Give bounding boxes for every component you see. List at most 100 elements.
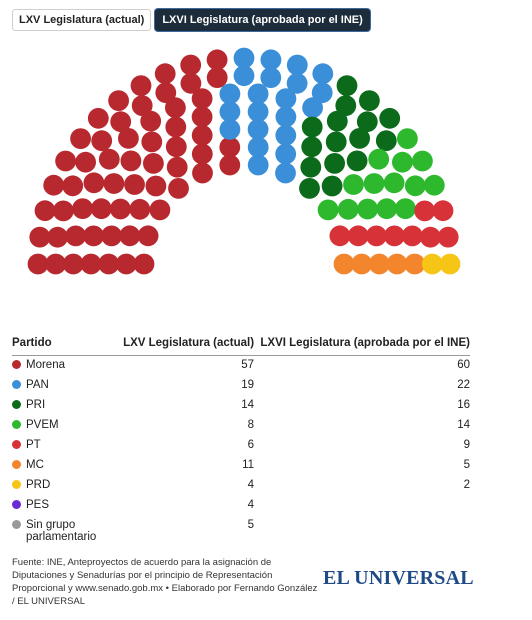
parliament-chart — [27, 47, 461, 275]
seat-morena — [117, 128, 139, 149]
party-color-dot — [12, 520, 21, 529]
seat-pan — [260, 49, 282, 71]
party-name: Sin grupo parlamentario — [26, 519, 97, 543]
seat-morena — [137, 225, 159, 247]
table-row: MC 11 5 — [12, 456, 470, 476]
seat-morena — [110, 198, 131, 220]
seat-morena — [141, 131, 163, 153]
seat-morena — [80, 253, 102, 275]
seat-morena — [191, 88, 213, 109]
seat-morena — [45, 253, 67, 275]
seat-morena — [166, 156, 188, 178]
current-seats: 5 — [247, 519, 255, 531]
seat-pvem — [357, 198, 378, 220]
seat-mc — [351, 253, 373, 275]
party-cell: Morena — [12, 356, 119, 377]
approved-seats: 2 — [463, 479, 470, 491]
seat-pan — [275, 143, 297, 165]
seat-pvem — [397, 128, 418, 149]
seat-morena — [55, 150, 76, 172]
seat-pt — [414, 200, 436, 222]
table-row: PT 6 9 — [12, 436, 470, 456]
seat-morena — [83, 172, 105, 194]
seat-pvem — [383, 172, 405, 194]
current-seats: 11 — [242, 459, 255, 471]
seat-pt — [401, 225, 423, 247]
seat-pt — [366, 225, 387, 247]
seat-pan — [219, 119, 241, 140]
seat-morena — [98, 148, 120, 170]
seat-morena — [90, 198, 112, 220]
seat-morena — [219, 154, 241, 176]
current-seats: 19 — [241, 379, 255, 391]
party-cell: PT — [12, 436, 119, 456]
seat-pan — [247, 136, 269, 158]
seat-morena — [34, 200, 56, 222]
seat-pvem — [392, 151, 413, 173]
party-color-dot — [12, 440, 21, 449]
seat-pri — [325, 131, 347, 153]
seat-morena — [29, 226, 51, 248]
seat-morena — [62, 253, 84, 275]
approved-seats: 14 — [457, 419, 470, 431]
seat-pan — [275, 124, 297, 146]
seat-morena — [206, 67, 228, 88]
party-color-dot — [12, 460, 21, 469]
seat-morena — [120, 150, 142, 172]
seat-morena — [165, 136, 187, 158]
party-cell: PES — [12, 496, 119, 516]
table-row: PRI 14 16 — [12, 396, 470, 416]
seat-pri — [321, 175, 343, 197]
party-name: Morena — [26, 359, 65, 371]
seat-morena — [219, 136, 241, 158]
tab-lxvi-approved[interactable]: LXVI Legislatura (aprobada por el INE) — [155, 9, 370, 31]
approved-seats: 9 — [463, 439, 470, 451]
seat-morena — [155, 82, 177, 104]
seat-pri — [379, 107, 401, 129]
seat-morena — [98, 253, 120, 275]
tab-lxv-current[interactable]: LXV Legislatura (actual) — [12, 9, 152, 31]
approved-seats: 5 — [463, 459, 470, 471]
seat-morena — [124, 174, 145, 195]
party-cell: PAN — [12, 376, 119, 396]
seat-pan — [260, 67, 282, 88]
header-approved: LXVI Legislatura (aprobada por el INE) — [254, 332, 470, 356]
seat-morena — [192, 162, 213, 184]
seat-pan — [275, 88, 297, 109]
seat-pan — [233, 47, 255, 69]
approved-seats — [254, 516, 470, 546]
seat-morena — [180, 72, 202, 94]
seat-morena — [154, 63, 176, 85]
header-party: Partido — [12, 332, 120, 356]
seat-morena — [101, 225, 122, 247]
current-seats: 6 — [247, 439, 255, 451]
party-name: PRD — [26, 479, 51, 491]
current-seats: 4 — [247, 499, 255, 511]
party-name: MC — [26, 459, 44, 471]
source-note: Fuente: INE, Anteproyectos de acuerdo pa… — [12, 557, 318, 607]
seat-morena — [83, 225, 104, 247]
seat-pri — [375, 130, 397, 152]
approved-seats — [254, 496, 470, 516]
party-name: PRI — [26, 399, 46, 411]
table-row: PRD 4 2 — [12, 476, 470, 496]
party-color-dot — [12, 500, 21, 509]
seat-pan — [286, 54, 308, 76]
seat-pvem — [363, 173, 385, 194]
seat-morena — [145, 175, 167, 197]
seat-pvem — [317, 199, 339, 221]
seat-mc — [333, 253, 355, 275]
seat-morena — [87, 107, 109, 129]
party-name: PAN — [26, 379, 49, 391]
header-current: LXV Legislatura (actual) — [119, 332, 255, 356]
seat-prd — [439, 253, 461, 275]
seat-pri — [326, 110, 348, 132]
seat-pan — [311, 82, 333, 104]
table-row: Sin grupo parlamentario 5 — [12, 516, 470, 546]
seat-morena — [191, 143, 213, 165]
seat-pri — [335, 95, 357, 116]
seat-pri — [356, 111, 378, 133]
seat-pri — [299, 178, 320, 199]
seat-pt — [420, 226, 441, 248]
seat-morena — [47, 226, 68, 248]
